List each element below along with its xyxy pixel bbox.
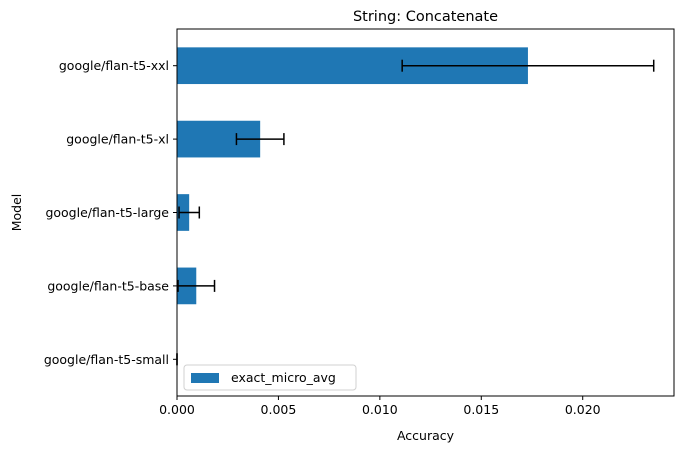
x-tick-label-4: 0.020 bbox=[565, 402, 601, 417]
y-tick-label-3: google/flan-t5-xl bbox=[66, 132, 169, 147]
error-bar-4 bbox=[401, 59, 655, 72]
y-tick-label-4: google/flan-t5-xxl bbox=[59, 58, 169, 73]
chart-title: String: Concatenate bbox=[353, 9, 498, 25]
error-bar-1 bbox=[177, 279, 216, 292]
error-bar-3 bbox=[235, 133, 285, 146]
legend-swatch bbox=[191, 373, 219, 383]
x-tick-label-0: 0.000 bbox=[159, 402, 195, 417]
y-tick-label-2: google/flan-t5-large bbox=[45, 205, 169, 220]
y-axis: google/flan-t5-small google/flan-t5-base g… bbox=[44, 58, 177, 367]
y-axis-label: Model bbox=[9, 194, 24, 232]
x-tick-label-1: 0.005 bbox=[261, 402, 297, 417]
y-tick-label-0: google/flan-t5-small bbox=[44, 352, 169, 367]
x-axis-label: Accuracy bbox=[397, 428, 455, 443]
legend-box bbox=[183, 364, 357, 391]
x-tick-label-2: 0.010 bbox=[362, 402, 398, 417]
error-bar-2 bbox=[178, 206, 201, 219]
error-bars bbox=[176, 59, 655, 366]
legend-label: exact_micro_avg bbox=[231, 370, 336, 385]
legend: exact_micro_avg bbox=[183, 364, 357, 391]
x-axis: 0.000 0.005 0.010 0.015 0.020 bbox=[159, 396, 601, 417]
y-tick-label-1: google/flan-t5-base bbox=[47, 278, 169, 293]
bars bbox=[177, 47, 528, 305]
x-tick-label-3: 0.015 bbox=[463, 402, 499, 417]
